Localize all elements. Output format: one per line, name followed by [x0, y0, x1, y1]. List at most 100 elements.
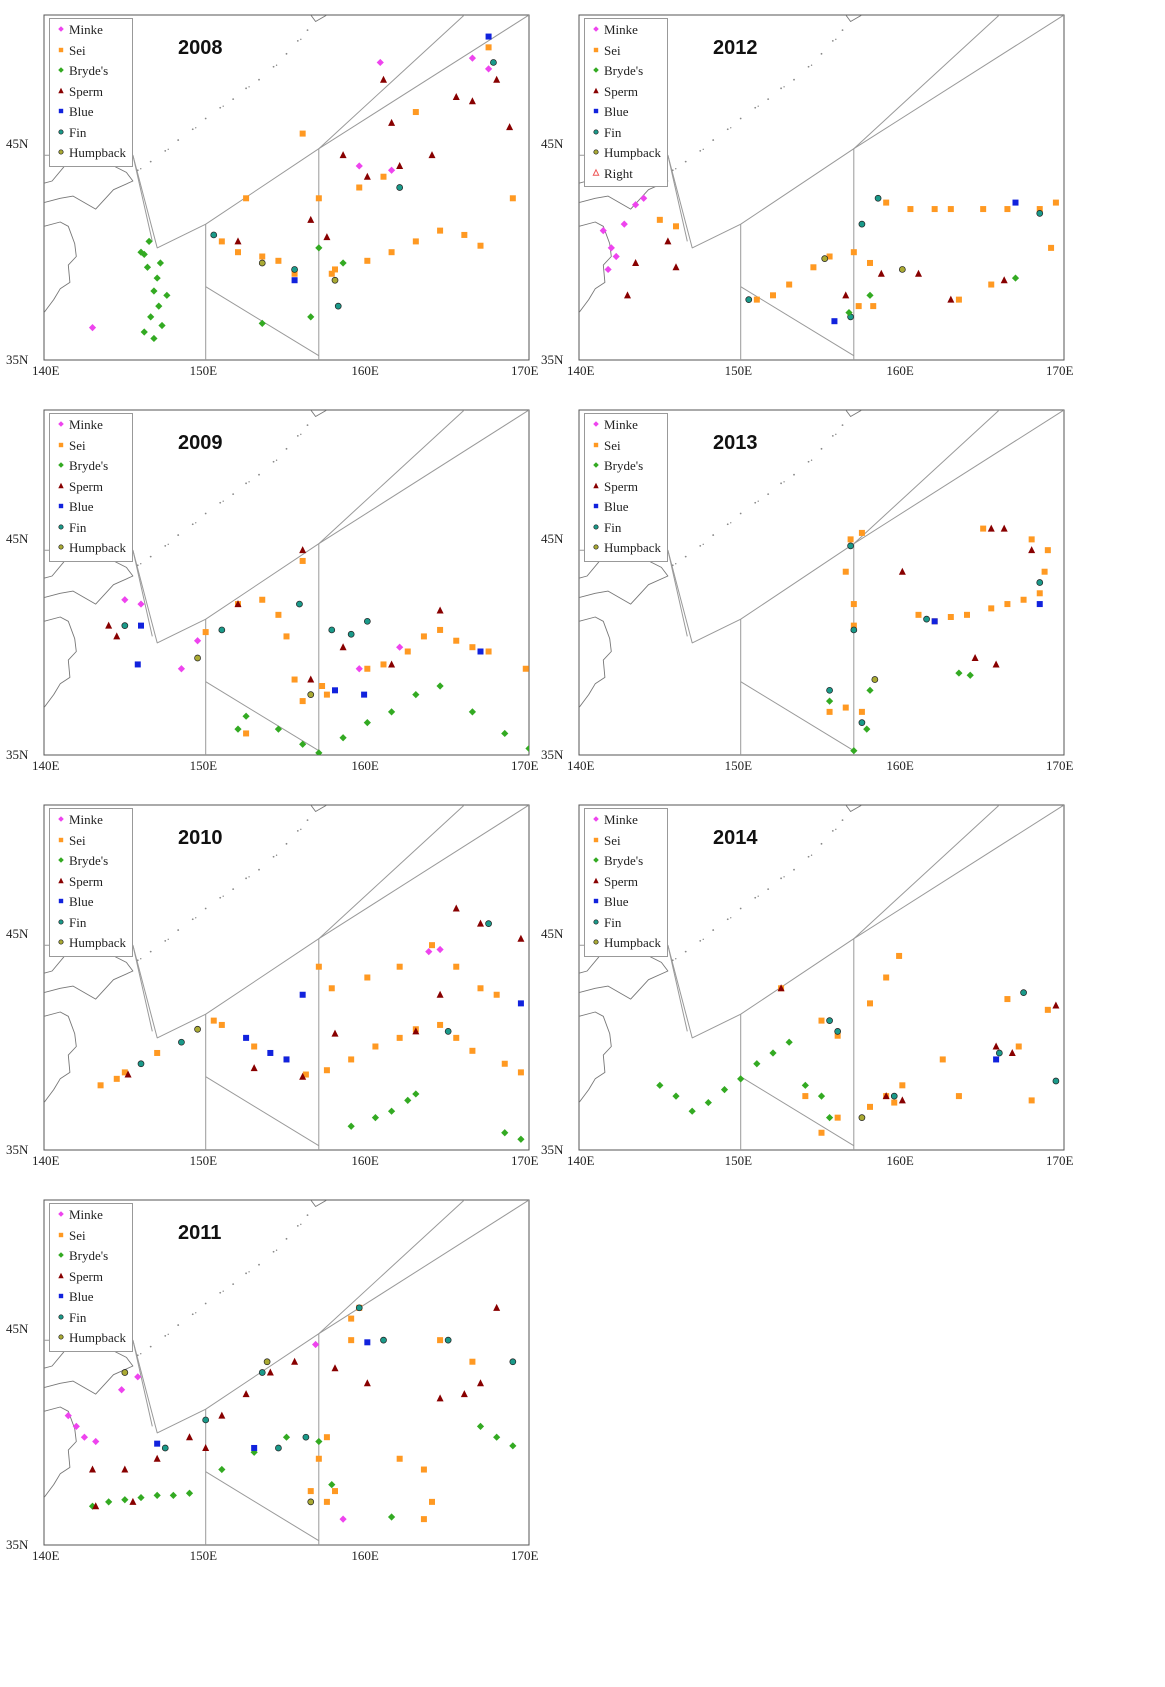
legend-label: Blue: [604, 499, 629, 515]
island-dot: [306, 1214, 309, 1216]
sighting-blue: [283, 1056, 290, 1063]
legend-marker: [57, 816, 64, 823]
island-dot: [300, 38, 302, 41]
island-dot: [757, 500, 759, 502]
sighting-sei: [396, 1455, 403, 1462]
island-dot: [296, 434, 299, 437]
stratum-boundary: [205, 681, 320, 752]
sighting-sei: [1004, 206, 1011, 213]
legend-marker: [57, 877, 64, 883]
sighting-sei: [842, 568, 849, 575]
island-dot: [831, 434, 834, 437]
legend-label: Fin: [69, 124, 87, 140]
island-dot: [671, 169, 674, 172]
sighting-sei: [328, 270, 335, 277]
sighting-blue: [332, 687, 338, 694]
sighting-sei: [834, 1032, 841, 1039]
island-dot: [191, 918, 194, 921]
legend-symbol-icon: [589, 417, 602, 433]
island-dot: [684, 160, 687, 163]
island-dot: [831, 39, 834, 42]
island-dot: [195, 917, 197, 919]
island-dot: [754, 501, 757, 504]
legend-label: Humpback: [604, 145, 662, 161]
island-dot: [140, 168, 142, 170]
sighting-sei: [899, 1082, 906, 1089]
island-dot: [793, 868, 795, 871]
legend-symbol-icon: [589, 499, 602, 515]
island-dot: [232, 888, 235, 890]
sighting-sperm: [664, 237, 672, 245]
sighting-minke: [436, 945, 444, 954]
sighting-fin: [1020, 989, 1027, 996]
legend-marker: [592, 462, 599, 469]
island-dot: [810, 459, 813, 461]
sighting-brydes: [866, 291, 874, 299]
legend-marker: [58, 837, 63, 842]
sighting-sperm: [428, 151, 436, 159]
sighting-brydes: [955, 669, 963, 677]
x-tick-label: 150E: [189, 758, 218, 773]
sighting-sei: [235, 249, 241, 256]
sighting-sei: [786, 281, 793, 288]
legend-marker: [58, 47, 63, 52]
stratum-boundary: [853, 15, 1064, 150]
sighting-sperm: [186, 1433, 193, 1441]
legend-label: Sei: [69, 42, 86, 58]
legend-label: Minke: [69, 1207, 103, 1223]
sighting-sei: [867, 1103, 873, 1110]
legend-symbol-icon: [589, 915, 602, 931]
sighting-minke: [88, 324, 97, 332]
sighting-blue: [931, 618, 938, 625]
map-panel-2010: 35N 45N 140E 150E 160E 170E 2010 Minke Sei Bryde'…: [0, 795, 560, 1181]
sighting-sperm: [234, 600, 242, 608]
legend-entry: Blue: [589, 892, 661, 913]
species-legend: Minke Sei Bryde's Sperm Blue Fin Humpback: [49, 18, 134, 167]
sighting-blue: [134, 661, 141, 668]
legend-entry: Fin: [54, 123, 126, 144]
sighting-sei: [437, 227, 444, 234]
legend-entry: Humpback: [589, 933, 661, 954]
legend-label: Bryde's: [604, 458, 644, 474]
legend-symbol-icon: [589, 63, 602, 79]
sighting-brydes: [501, 729, 509, 738]
species-legend: Minke Sei Bryde's Sperm Blue Fin Humpback: [584, 808, 669, 957]
species-legend: Minke Sei Bryde's Sperm Blue Fin Humpback: [49, 808, 134, 957]
legend-entry: Humpback: [54, 143, 126, 164]
legend-symbol-icon: [54, 125, 67, 141]
island-dot: [767, 888, 770, 890]
y-tick-label: 45N: [6, 926, 29, 942]
sighting-fin: [1052, 1077, 1060, 1085]
legend-label: Minke: [69, 22, 103, 38]
sighting-minke: [620, 220, 628, 228]
sighting-sei: [1004, 996, 1011, 1003]
y-tick-label: 35N: [541, 747, 564, 762]
legend-symbol-icon: [54, 812, 67, 828]
legend-symbol-icon: [54, 874, 67, 890]
island-dot: [739, 907, 742, 910]
legend-marker: [58, 1232, 63, 1237]
sighting-brydes: [153, 274, 161, 282]
sighting-sei: [477, 985, 484, 992]
sighting-brydes: [315, 749, 323, 755]
island-dot: [820, 52, 823, 55]
coastline-kamchatka: [310, 1200, 328, 1207]
sighting-sei: [412, 109, 419, 116]
sighting-sei: [477, 242, 484, 249]
sighting-sei: [113, 1075, 120, 1082]
island-dot: [167, 938, 169, 941]
sighting-humpback: [307, 691, 315, 698]
island-dot: [232, 1283, 235, 1285]
legend-label: Minke: [69, 812, 103, 828]
island-dot: [285, 447, 288, 450]
sighting-humpback: [898, 266, 906, 273]
sighting-sei: [891, 1099, 898, 1106]
x-tick-label: 150E: [724, 758, 753, 773]
island-dot: [140, 1353, 142, 1355]
x-tick-label: 170E: [511, 1153, 539, 1168]
sighting-brydes: [156, 259, 164, 267]
legend-entry: Sperm: [589, 872, 661, 893]
island-dot: [149, 1345, 152, 1348]
species-legend: Minke Sei Bryde's Sperm Blue Fin Humpback: [49, 413, 134, 562]
coastline-kamchatka: [310, 805, 328, 812]
